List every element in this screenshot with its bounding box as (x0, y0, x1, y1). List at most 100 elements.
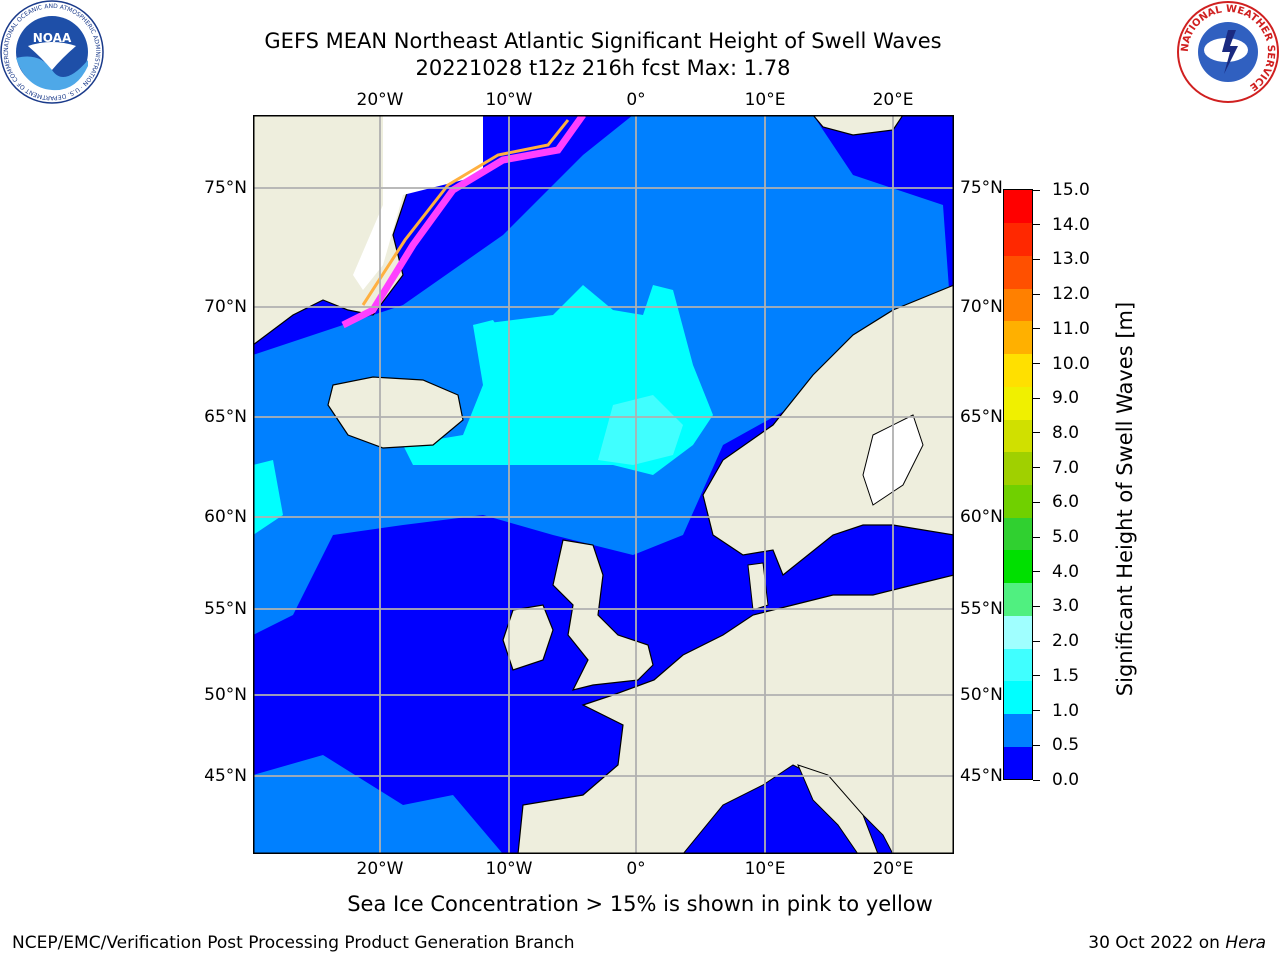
lon-tick-bottom: 10°E (744, 859, 786, 879)
graticule (253, 115, 954, 854)
colorbar-segment (1004, 222, 1032, 256)
colorbar-segment (1004, 353, 1032, 387)
sea-ice-edge (341, 115, 586, 329)
colorbar-segment (1004, 549, 1032, 584)
colorbar-tick-label: 0.5 (1052, 735, 1080, 756)
colorbar-tick-label: 1.0 (1052, 700, 1080, 721)
lat-tick-left: 60°N (204, 507, 247, 527)
colorbar-segment (1004, 255, 1032, 289)
uk-land (552, 539, 654, 691)
lon-tick-bottom: 0° (626, 859, 646, 879)
colorbar-tick-mark (1033, 467, 1040, 469)
colorbar-tick-mark (1033, 536, 1040, 538)
colorbar-tick-mark (1033, 397, 1040, 399)
ocean-high-field (473, 320, 503, 340)
colorbar-tick-label: 14.0 (1052, 214, 1090, 235)
colorbar-tick-label: 10.0 (1052, 353, 1090, 374)
lat-tick-left: 70°N (204, 297, 247, 317)
colorbar-segment (1004, 190, 1032, 224)
colorbar-tick-mark (1033, 571, 1040, 573)
colorbar-tick-label: 9.0 (1052, 388, 1080, 409)
lon-tick-bottom: 20°W (356, 859, 404, 879)
lat-tick-left: 55°N (204, 599, 247, 619)
lat-tick-left: 65°N (204, 407, 247, 427)
ocean-mid-field (253, 755, 503, 854)
colorbar-tick-mark (1033, 640, 1040, 642)
ocean-peak-field (598, 395, 683, 465)
colorbar-tick-mark (1033, 258, 1040, 260)
svg-text:NOAA: NOAA (33, 31, 72, 45)
lat-tick-left: 45°N (204, 766, 247, 786)
colorbar-tick-mark (1033, 363, 1040, 365)
colorbar-tick-mark (1033, 293, 1040, 295)
colorbar-segment (1004, 386, 1032, 420)
noaa-logo: NATIONAL OCEANIC AND ATMOSPHERIC ADMINIS… (0, 0, 104, 104)
colorbar-tick-label: 15.0 (1052, 180, 1090, 200)
lat-tick-right: 60°N (960, 507, 1003, 527)
colorbar-tick-label: 12.0 (1052, 284, 1090, 305)
lat-tick-right: 65°N (960, 407, 1003, 427)
colorbar-label: Significant Height of Swell Waves [m] (1113, 301, 1137, 697)
lat-tick-right: 70°N (960, 297, 1003, 317)
colorbar-tick-mark (1033, 432, 1040, 434)
colorbar-tick-mark (1033, 605, 1040, 607)
colorbar-tick-label: 8.0 (1052, 422, 1080, 443)
colorbar-tick-mark (1033, 328, 1040, 330)
italy-land (797, 764, 879, 854)
lon-tick-top: 20°W (356, 90, 404, 110)
sea-ice-edge (361, 119, 570, 306)
colorbar (1003, 189, 1033, 780)
colorbar-tick-label: 3.0 (1052, 596, 1080, 617)
lat-tick-left: 75°N (204, 178, 247, 198)
colorbar-segment (1004, 419, 1032, 453)
colorbar-tick-label: 0.0 (1052, 770, 1080, 790)
lon-tick-top: 10°E (744, 90, 786, 110)
colorbar-tick-mark (1033, 224, 1040, 226)
sea-ice-caption: Sea Ice Concentration > 15% is shown in … (347, 892, 933, 916)
footer-date: 30 Oct 2022 on Hera (1088, 933, 1266, 953)
colorbar-segment (1004, 451, 1032, 485)
iceland-land (327, 376, 464, 449)
ireland-land (502, 604, 554, 671)
colorbar-tick-label: 6.0 (1052, 492, 1080, 513)
lat-tick-right: 45°N (960, 766, 1003, 786)
colorbar-segment (1004, 517, 1032, 551)
lon-tick-top: 10°W (485, 90, 533, 110)
title-line-2: 20221028 t12z 216h fcst Max: 1.78 (415, 56, 791, 80)
colorbar-tick-mark (1033, 501, 1040, 503)
colorbar-tick-label: 7.0 (1052, 457, 1080, 478)
colorbar-segment (1004, 288, 1032, 322)
colorbar-tick-label: 13.0 (1052, 249, 1090, 270)
colorbar-tick-label: 4.0 (1052, 561, 1080, 582)
colorbar-tick-mark (1033, 744, 1040, 746)
colorbar-segment (1004, 713, 1032, 747)
lat-tick-right: 75°N (960, 178, 1003, 198)
colorbar-tick-label: 1.5 (1052, 665, 1080, 686)
colorbar-segment (1004, 582, 1032, 616)
colorbar-tick-label: 2.0 (1052, 631, 1080, 652)
swell-map (253, 115, 954, 854)
svalbard-land (812, 115, 904, 136)
colorbar-segment (1004, 680, 1032, 715)
colorbar-segment (1004, 320, 1032, 355)
colorbar-tick-mark (1033, 779, 1040, 781)
footer-branch: NCEP/EMC/Verification Post Processing Pr… (12, 933, 575, 953)
lon-tick-top: 0° (626, 90, 646, 110)
colorbar-tick-mark (1033, 675, 1040, 677)
lat-tick-right: 55°N (960, 599, 1003, 619)
footer-host: Hera (1225, 933, 1266, 953)
colorbar-tick-label: 11.0 (1052, 318, 1090, 339)
colorbar-tick-label: 5.0 (1052, 527, 1080, 548)
europe-land (517, 574, 954, 854)
colorbar-tick-mark (1033, 189, 1040, 191)
colorbar-segment (1004, 746, 1032, 780)
lat-tick-right: 50°N (960, 685, 1003, 705)
colorbar-tick-mark (1033, 710, 1040, 712)
footer-date-text: 30 Oct 2022 on (1088, 933, 1226, 953)
denmark-land (747, 562, 769, 611)
lat-tick-left: 50°N (204, 685, 247, 705)
colorbar-segment (1004, 484, 1032, 518)
nws-logo: NATIONAL WEATHER SERVICE (1176, 0, 1280, 104)
lon-tick-bottom: 10°W (485, 859, 533, 879)
lon-tick-bottom: 20°E (872, 859, 914, 879)
